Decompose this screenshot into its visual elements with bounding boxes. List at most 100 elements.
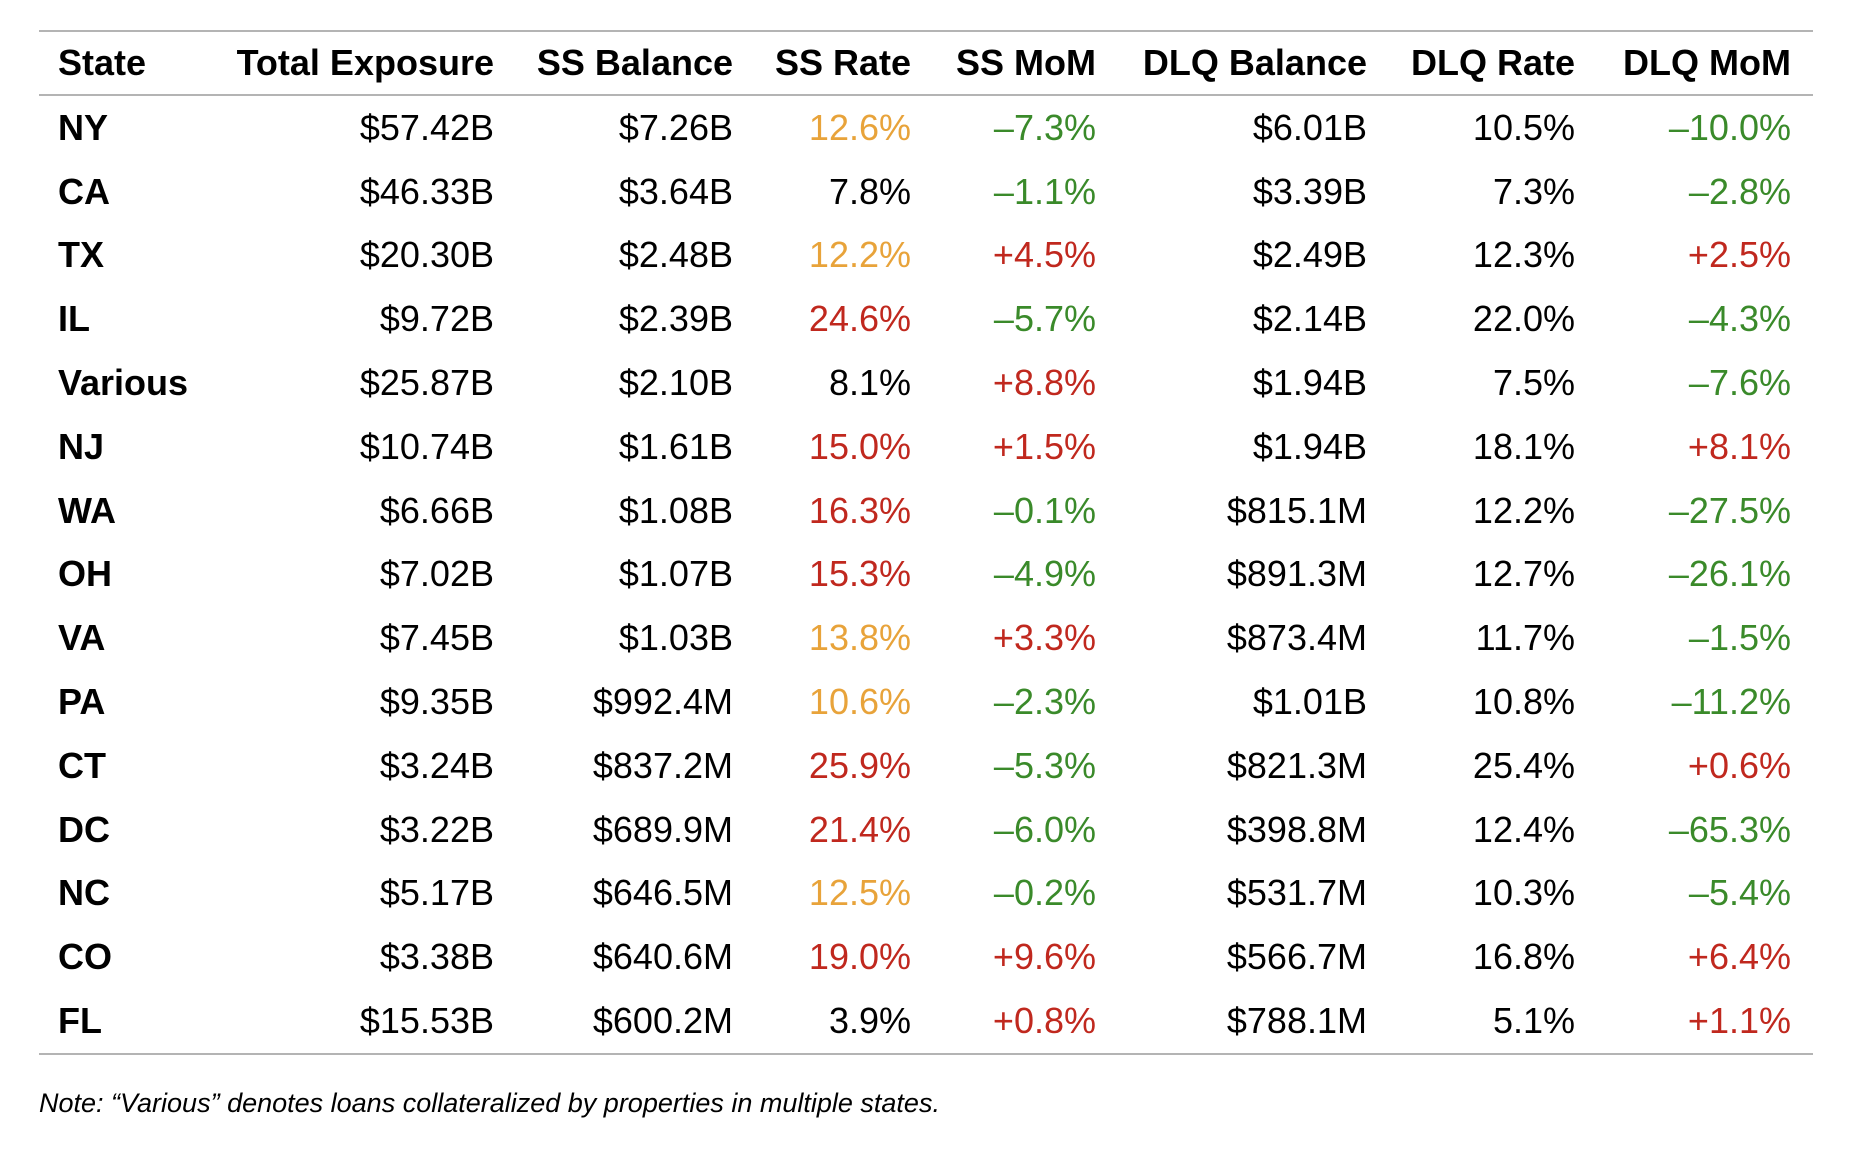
table-row: NJ $10.74B $1.61B 15.0% +1.5% $1.94B 18.1% +8.1… [39,415,1813,479]
cell-ss-rate: 15.0% [808,425,911,467]
cell-dlq-rate: 12.7% [1472,553,1575,595]
cell-dlq-balance: $398.8M [1226,808,1367,850]
cell-dlq-rate: 25.4% [1472,744,1575,786]
cell-state: NY [58,106,109,148]
cell-dlq-balance: $873.4M [1226,617,1367,659]
table-row: TX $20.30B $2.48B 12.2% +4.5% $2.49B 12.3% +2.5… [39,224,1813,288]
cell-total-exposure: $57.42B [359,106,494,148]
cell-ss-mom: +1.5% [992,425,1096,467]
cell-ss-balance: $640.6M [592,936,733,978]
cell-ss-balance: $600.2M [592,1000,733,1042]
header-ss-rate: SS Rate [774,42,911,83]
cell-ss-mom: –1.1% [993,170,1096,212]
cell-dlq-mom: –11.2% [1671,681,1791,723]
table-row: PA $9.35B $992.4M 10.6% –2.3% $1.01B 10.8% –11.… [39,670,1813,734]
footnote: Note: “Various” denotes loans collateral… [39,1088,940,1118]
cell-ss-balance: $689.9M [592,808,733,850]
cell-dlq-rate: 11.7% [1475,617,1575,659]
cell-dlq-balance: $566.7M [1226,936,1367,978]
cell-ss-balance: $2.39B [618,298,733,340]
cell-ss-mom: –5.3% [993,744,1096,786]
cell-ss-rate: 19.0% [808,936,911,978]
cell-state: TX [58,234,105,276]
cell-dlq-mom: +8.1% [1687,425,1791,467]
cell-dlq-mom: +1.1% [1687,1000,1791,1042]
cell-dlq-mom: –5.4% [1688,872,1791,914]
cell-ss-mom: –0.1% [993,489,1096,531]
cell-ss-balance: $1.03B [618,617,733,659]
cell-dlq-balance: $891.3M [1226,553,1367,595]
cell-ss-balance: $1.08B [618,489,733,531]
cell-ss-balance: $3.64B [618,170,733,212]
cell-ss-mom: +8.8% [992,362,1096,404]
cell-state: OH [58,553,112,595]
cell-dlq-mom: –27.5% [1668,489,1791,531]
cell-dlq-rate: 10.5% [1472,106,1575,148]
cell-state: CT [58,744,106,786]
header-state: State [58,42,147,83]
cell-ss-mom: –7.3% [993,106,1096,148]
cell-dlq-rate: 12.3% [1472,234,1575,276]
cell-dlq-mom: –4.3% [1688,298,1791,340]
header-dlq-mom: DLQ MoM [1623,42,1791,83]
cell-dlq-mom: –26.1% [1668,553,1791,595]
table-row: FL $15.53B $600.2M 3.9% +0.8% $788.1M 5.1% +1.1… [39,989,1813,1054]
cell-dlq-balance: $6.01B [1252,106,1367,148]
cell-dlq-balance: $1.94B [1252,362,1367,404]
cell-ss-rate: 13.8% [808,617,911,659]
cell-dlq-balance: $2.49B [1252,234,1367,276]
table-row: CT $3.24B $837.2M 25.9% –5.3% $821.3M 25.4% +0.… [39,734,1813,798]
cell-state: Various [58,362,189,404]
cell-total-exposure: $6.66B [379,489,494,531]
cell-state: FL [58,1000,102,1042]
cell-total-exposure: $20.30B [359,234,494,276]
cell-ss-rate: 12.5% [808,872,911,914]
cell-ss-balance: $837.2M [592,744,733,786]
cell-ss-mom: –5.7% [993,298,1096,340]
cell-dlq-balance: $788.1M [1226,1000,1367,1042]
cell-dlq-rate: 12.4% [1472,808,1575,850]
cell-dlq-balance: $2.14B [1252,298,1367,340]
cell-ss-rate: 16.3% [808,489,911,531]
cell-state: WA [58,489,116,531]
cell-dlq-mom: –65.3% [1668,808,1791,850]
cell-dlq-mom: +2.5% [1687,234,1791,276]
header-dlq-balance: DLQ Balance [1142,42,1367,83]
cell-dlq-rate: 5.1% [1492,1000,1575,1042]
cell-ss-rate: 25.9% [808,744,911,786]
cell-ss-balance: $1.61B [618,425,733,467]
table-body: NY $57.42B $7.26B 12.6% –7.3% $6.01B 10.5% –10.… [39,95,1813,1054]
cell-dlq-balance: $821.3M [1226,744,1367,786]
cell-dlq-mom: –7.6% [1688,362,1791,404]
cell-dlq-rate: 7.5% [1492,362,1575,404]
cell-total-exposure: $9.72B [379,298,494,340]
header-ss-balance: SS Balance [536,42,733,83]
cell-state: VA [58,617,106,659]
cell-total-exposure: $10.74B [359,425,494,467]
cell-state: IL [58,298,90,340]
cell-total-exposure: $7.45B [379,617,494,659]
cell-dlq-mom: –1.5% [1688,617,1791,659]
table-row: IL $9.72B $2.39B 24.6% –5.7% $2.14B 22.0% –4.3% [39,287,1813,351]
table-header-row: State Total Exposure SS Balance SS Rate … [39,31,1813,95]
cell-total-exposure: $7.02B [379,553,494,595]
state-exposure-table: State Total Exposure SS Balance SS Rate … [39,30,1813,1055]
cell-ss-mom: –6.0% [993,808,1096,850]
cell-ss-mom: –0.2% [993,872,1096,914]
cell-total-exposure: $15.53B [359,1000,494,1042]
cell-ss-rate: 12.6% [808,106,911,148]
table-row: CO $3.38B $640.6M 19.0% +9.6% $566.7M 16.8% +6.… [39,925,1813,989]
header-total-exposure: Total Exposure [236,42,494,83]
cell-total-exposure: $5.17B [379,872,494,914]
cell-dlq-mom: –2.8% [1688,170,1791,212]
table-row: CA $46.33B $3.64B 7.8% –1.1% $3.39B 7.3% –2.8% [39,160,1813,224]
cell-total-exposure: $3.22B [379,808,494,850]
cell-total-exposure: $46.33B [359,170,494,212]
cell-state: NC [58,872,110,914]
cell-total-exposure: $9.35B [379,681,494,723]
cell-state: CA [58,170,110,212]
cell-dlq-mom: +6.4% [1687,936,1791,978]
cell-dlq-balance: $1.94B [1252,425,1367,467]
table-row: WA $6.66B $1.08B 16.3% –0.1% $815.1M 12.2% –27.… [39,479,1813,543]
cell-dlq-mom: +0.6% [1687,744,1791,786]
